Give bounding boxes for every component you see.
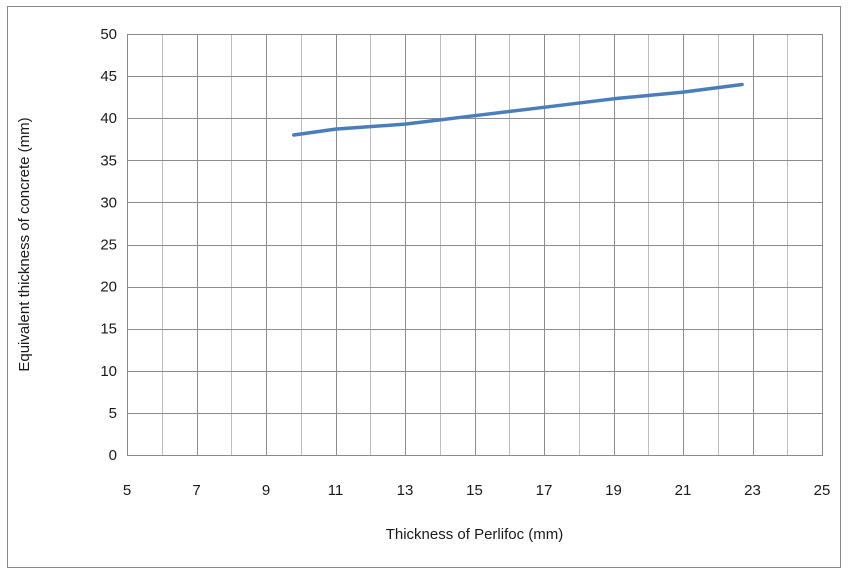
y-axis-title: Equivalent thickness of concrete (mm): [16, 117, 33, 371]
x-tick-label: 19: [605, 482, 622, 499]
series-line: [292, 82, 744, 137]
y-tick-label: 20: [100, 279, 117, 296]
x-tick-label: 11: [328, 482, 344, 499]
gridlines: [127, 34, 823, 456]
plot-area: [127, 34, 823, 456]
x-tick-label: 5: [123, 482, 131, 499]
x-tick-label: 15: [466, 482, 483, 499]
y-tick-label: 5: [109, 405, 117, 422]
y-tick-label: 0: [109, 447, 117, 464]
y-tick-label: 45: [100, 68, 117, 85]
y-tick-label: 10: [100, 363, 117, 380]
x-tick-label: 23: [744, 482, 761, 499]
y-tick-label: 40: [100, 110, 117, 127]
y-tick-label: 50: [100, 26, 117, 43]
x-tick-label: 17: [536, 482, 553, 499]
series-layer: [292, 82, 744, 137]
y-axis-tick-labels: 0 5 10 15 20 25 30 35 40 45 50: [100, 26, 117, 464]
x-tick-label: 7: [192, 482, 200, 499]
y-tick-label: 25: [100, 237, 117, 254]
x-tick-label: 21: [675, 482, 692, 499]
x-axis-tick-labels: 5 7 9 11 13 15 17 19 21 23 25: [123, 482, 831, 499]
x-tick-label: 9: [262, 482, 270, 499]
y-tick-label: 35: [100, 152, 117, 169]
y-tick-label: 15: [100, 321, 117, 338]
x-tick-label: 25: [814, 482, 831, 499]
x-tick-label: 13: [397, 482, 414, 499]
x-axis-title: Thickness of Perlifoc (mm): [386, 526, 564, 543]
y-tick-label: 30: [100, 194, 117, 211]
